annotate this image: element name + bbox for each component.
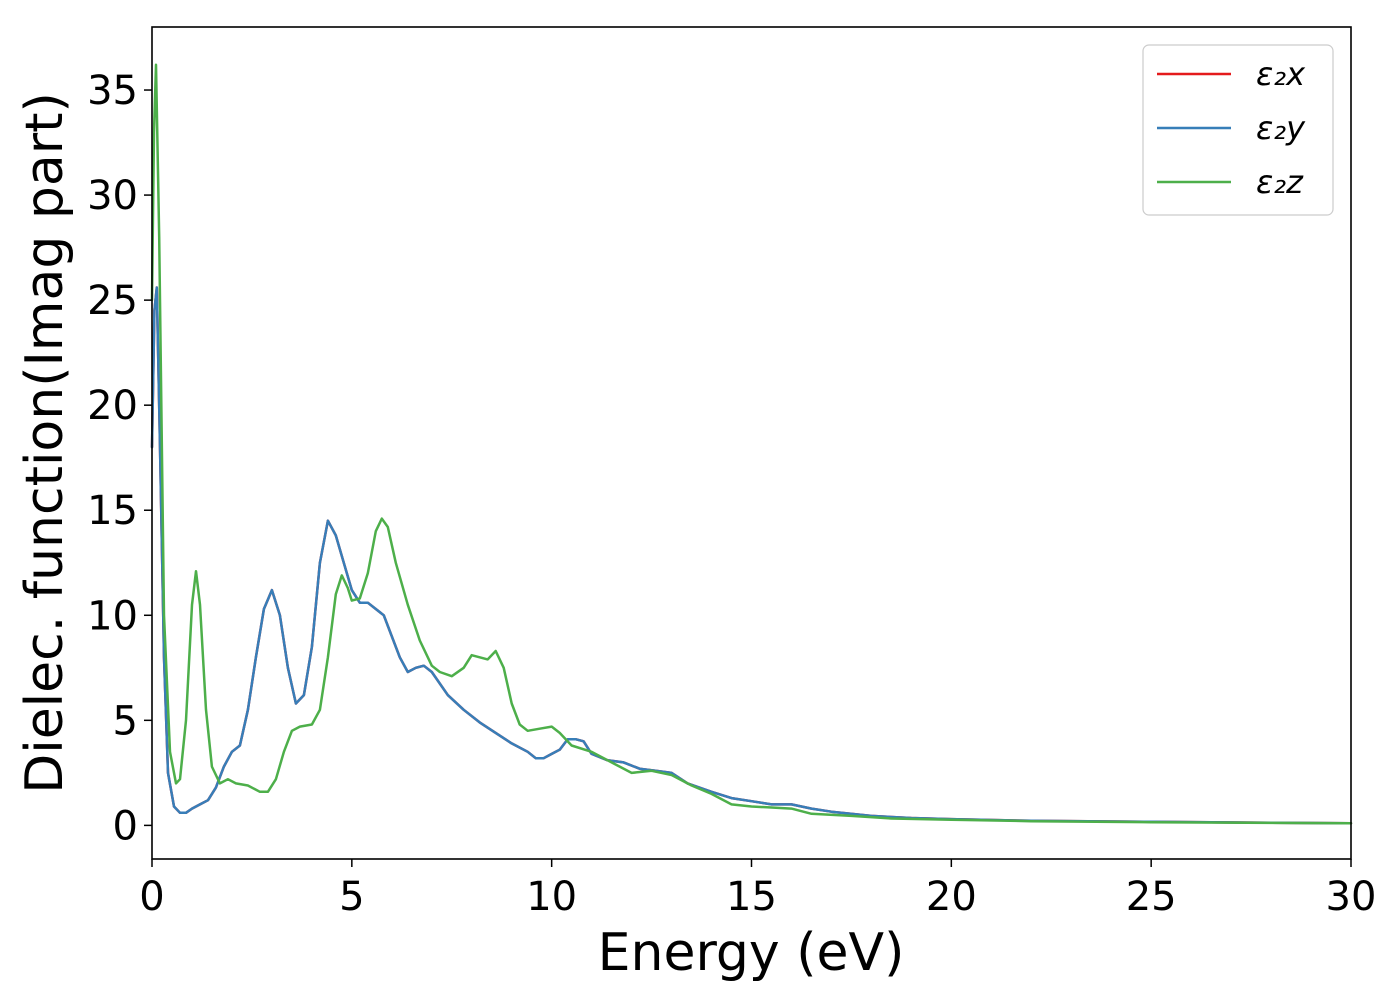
x-axis-ticks: 0 5 10 15 20 25 30 [139, 859, 1376, 920]
legend-label-0: ε₂x [1256, 55, 1306, 93]
x-tick-label: 10 [526, 874, 577, 920]
legend: ε₂x ε₂y ε₂z [1142, 44, 1334, 216]
legend-box [1142, 44, 1334, 216]
y-axis-label: Dielec. function(Imag part) [15, 92, 75, 794]
x-tick-label: 20 [926, 874, 977, 920]
y-axis-ticks: 0 5 10 15 20 25 30 35 [87, 68, 152, 849]
y-tick-label: 30 [87, 173, 138, 219]
y-tick-label: 0 [113, 803, 138, 849]
legend-label-1: ε₂y [1256, 109, 1306, 147]
y-tick-label: 10 [87, 593, 138, 639]
y-tick-label: 5 [113, 698, 138, 744]
series-line-1 [150, 286, 1353, 825]
x-axis-label: Energy (eV) [598, 923, 905, 983]
x-tick-label: 5 [339, 874, 364, 920]
x-tick-label: 0 [139, 874, 164, 920]
y-tick-label: 25 [87, 278, 138, 324]
series-line-2 [150, 63, 1353, 825]
y-tick-label: 35 [87, 68, 138, 114]
x-tick-label: 25 [1126, 874, 1177, 920]
series-layer [150, 63, 1353, 825]
x-tick-label: 15 [726, 874, 777, 920]
y-tick-label: 20 [87, 383, 138, 429]
legend-label-2: ε₂z [1256, 163, 1304, 201]
x-tick-label: 30 [1326, 874, 1377, 920]
y-tick-label: 15 [87, 488, 138, 534]
